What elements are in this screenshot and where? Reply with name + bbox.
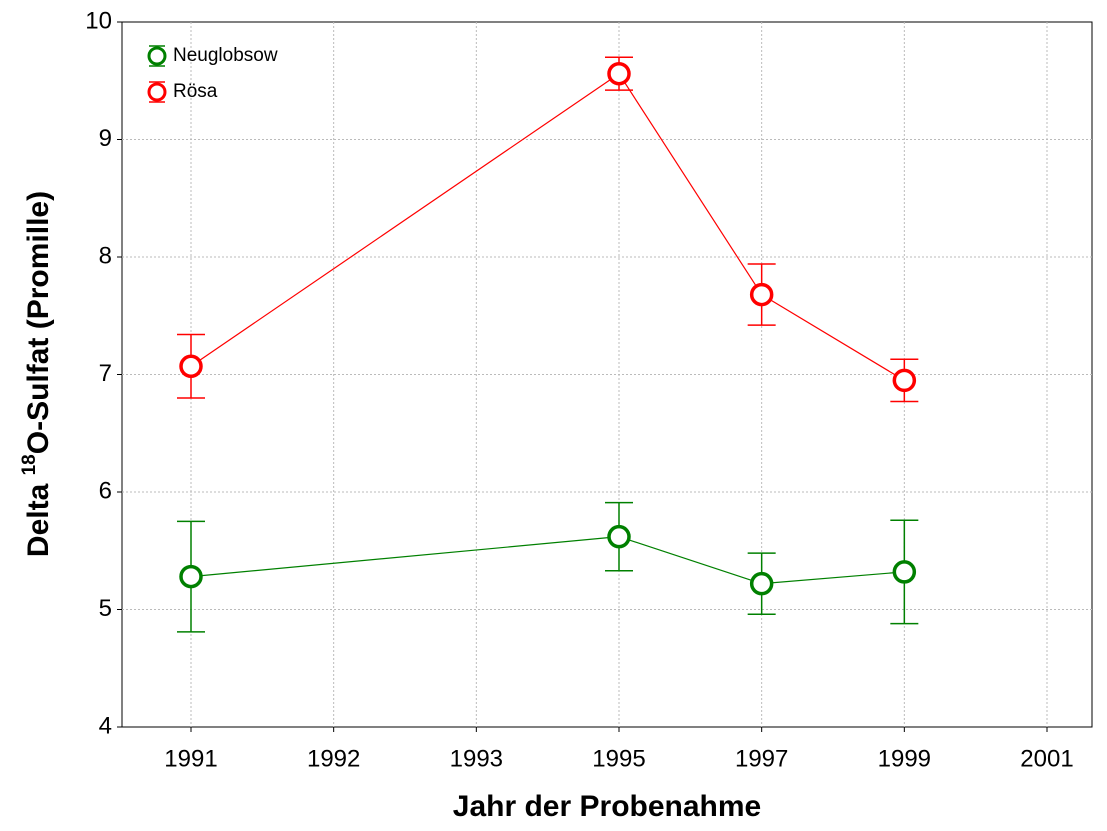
point — [607, 524, 631, 549]
y-tick-label: 6 — [99, 477, 112, 504]
point — [179, 564, 203, 589]
point — [607, 61, 631, 86]
point — [749, 571, 774, 596]
x-tick-label: 1999 — [878, 745, 931, 772]
y-axis-title: Delta 18O-Sulfat (Promille) — [19, 191, 55, 557]
series-line — [761, 571, 905, 585]
y-title-prefix: Delta — [22, 475, 55, 557]
legend-label: Neuglobsow — [173, 45, 278, 66]
x-tick-label: 1991 — [164, 745, 217, 772]
y-tick-label: 4 — [99, 712, 112, 739]
point — [749, 282, 774, 307]
y-tick-label: 9 — [99, 125, 112, 152]
y-title-rest: O-Sulfat (Promille) — [22, 191, 55, 454]
y-title-sup: 18 — [19, 454, 40, 475]
y-tick-label: 7 — [99, 360, 112, 387]
y-tick-label: 5 — [99, 595, 112, 622]
series-line — [761, 294, 905, 381]
y-tick-label: 8 — [99, 242, 112, 269]
legend-marker — [147, 82, 167, 102]
point — [179, 354, 203, 379]
series-line — [618, 536, 762, 585]
x-tick-label: 1995 — [592, 745, 645, 772]
series-line — [618, 73, 763, 295]
series-line — [190, 73, 620, 367]
x-tick-label: 1997 — [735, 745, 788, 772]
x-axis-title: Jahr der Probenahme — [453, 790, 761, 823]
y-tick-label: 10 — [85, 7, 112, 34]
point — [892, 368, 917, 393]
x-tick-label: 1992 — [307, 745, 360, 772]
x-tick-label: 2001 — [1020, 745, 1073, 772]
point — [892, 560, 917, 584]
legend-marker — [147, 46, 167, 66]
x-tick-label: 1993 — [450, 745, 503, 772]
series-line — [190, 536, 620, 578]
legend-label: Rösa — [173, 81, 218, 102]
